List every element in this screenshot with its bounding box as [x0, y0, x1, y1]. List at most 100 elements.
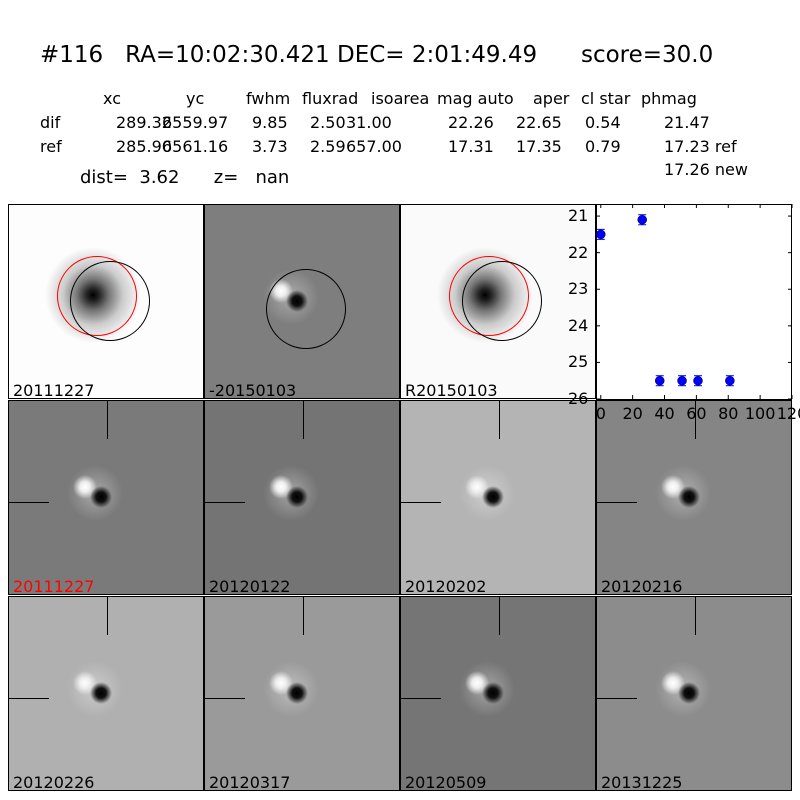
- stamp-date-label: 20120216: [601, 577, 683, 595]
- y-tick-label: 22: [568, 242, 589, 262]
- distance-line: dist= 3.62 z= nan: [80, 167, 290, 188]
- cell-yc: 6559.97: [162, 113, 229, 132]
- cell-mag-auto: 22.26: [448, 113, 494, 132]
- cell-aper: 17.35: [516, 137, 562, 156]
- x-tick-label: 80: [718, 404, 738, 423]
- crosshair-horizontal: [597, 502, 637, 503]
- data-point: [725, 375, 735, 386]
- stamp-panel: 20120509: [400, 596, 596, 791]
- y-tick-label: 24: [568, 315, 589, 335]
- col-header-cl-star: cl star: [581, 89, 631, 108]
- crosshair-horizontal: [205, 698, 245, 699]
- stamp-image: [401, 401, 595, 594]
- y-tick-label: 23: [568, 279, 589, 299]
- stamp-panel: 20120317: [204, 596, 400, 791]
- stamp-image: [205, 597, 399, 790]
- detection-aperture-circle: [462, 261, 542, 341]
- stamp-date-label: -20150103: [209, 381, 297, 399]
- stamp-date-label: 20120202: [405, 577, 487, 595]
- crosshair-horizontal: [401, 502, 441, 503]
- stamp-image: [597, 597, 791, 790]
- stamp-panel: 20120122: [204, 400, 400, 595]
- crosshair-horizontal: [597, 698, 637, 699]
- cell-aper: 22.65: [516, 113, 562, 132]
- cell-cl-star: 0.54: [585, 113, 621, 132]
- x-tick-label: 20: [622, 404, 642, 423]
- col-header-phmag: phmag: [641, 89, 697, 108]
- y-tick-label: 25: [568, 352, 589, 372]
- col-header-isoarea: isoarea: [371, 89, 430, 108]
- crosshair-vertical: [303, 597, 304, 635]
- stamp-panel: -20150103: [204, 204, 400, 399]
- stamp-image: [205, 401, 399, 594]
- stamp-date-label: R20150103: [405, 381, 498, 399]
- data-point: [693, 375, 703, 386]
- stamp-image: [597, 401, 791, 594]
- crosshair-vertical: [499, 401, 500, 439]
- plot-frame: [596, 204, 792, 400]
- stamp-panel: 20120202: [400, 400, 596, 595]
- col-header-mag-auto: mag auto: [437, 89, 514, 108]
- cell-mag-auto: 17.31: [448, 137, 494, 156]
- x-tick-label: 40: [654, 404, 674, 423]
- x-tick-label: 100: [745, 404, 776, 423]
- stamp-panel: 20111227: [8, 204, 204, 399]
- row-label: ref: [40, 137, 62, 156]
- cell-isoarea: 657.00: [346, 137, 402, 156]
- cell-fwhm: 9.85: [252, 113, 288, 132]
- cell-fwhm: 3.73: [252, 137, 288, 156]
- crosshair-vertical: [303, 401, 304, 439]
- data-point: [677, 375, 687, 386]
- stamp-panel: 20120216: [596, 400, 792, 595]
- stamp-date-label: 20120226: [13, 773, 95, 791]
- cell-yc: 6561.16: [162, 137, 229, 156]
- crosshair-vertical: [499, 597, 500, 635]
- crosshair-vertical: [695, 401, 696, 439]
- crosshair-vertical: [107, 401, 108, 439]
- stamp-date-label: 20131225: [601, 773, 683, 791]
- cell-xc: 289.32: [116, 113, 172, 132]
- stamp-image: [9, 597, 203, 790]
- x-tick-label: 0: [596, 404, 606, 423]
- data-point: [654, 375, 665, 386]
- stamp-date-label: 20111227: [13, 577, 95, 595]
- cell-fluxrad: 2.59: [310, 137, 346, 156]
- stamp-date-label: 20120122: [209, 577, 291, 595]
- y-tick-label: 26: [568, 389, 589, 408]
- crosshair-horizontal: [401, 698, 441, 699]
- row-label: dif: [40, 113, 61, 132]
- crosshair-horizontal: [9, 502, 49, 503]
- stamp-date-label: 20111227: [13, 381, 95, 399]
- col-header-yc: yc: [186, 89, 205, 108]
- detection-aperture-circle: [266, 269, 346, 349]
- y-tick-label: 21: [568, 206, 589, 226]
- stamp-panel: R20150103: [400, 204, 596, 399]
- data-point: [596, 229, 606, 240]
- phmag-new: 17.26 new: [664, 160, 748, 179]
- stamp-panel: 20111227: [8, 400, 204, 595]
- cell-xc: 285.90: [116, 137, 172, 156]
- data-point: [637, 214, 647, 225]
- stamp-image: [401, 597, 595, 790]
- crosshair-horizontal: [9, 698, 49, 699]
- cell-cl-star: 0.79: [585, 137, 621, 156]
- crosshair-horizontal: [205, 502, 245, 503]
- cell-isoarea: 31.00: [346, 113, 392, 132]
- page-title: #116 RA=10:02:30.421 DEC= 2:01:49.49 sco…: [40, 42, 714, 68]
- cell-fluxrad: 2.50: [310, 113, 346, 132]
- col-header-fwhm: fwhm: [246, 89, 291, 108]
- cell-phmag: 21.47: [664, 113, 710, 132]
- stamp-panel: 20131225: [596, 596, 792, 791]
- x-tick-label: 120: [777, 404, 800, 423]
- stamp-panel: 20120226: [8, 596, 204, 791]
- lightcurve-plot: 0 20 40 60 80 100120: [596, 204, 800, 423]
- col-header-fluxrad: fluxrad: [302, 89, 359, 108]
- crosshair-vertical: [107, 597, 108, 635]
- stamp-date-label: 20120509: [405, 773, 487, 791]
- x-tick-label: 60: [686, 404, 706, 423]
- stamp-date-label: 20120317: [209, 773, 291, 791]
- col-header-xc: xc: [103, 89, 121, 108]
- crosshair-vertical: [695, 597, 696, 635]
- col-header-aper: aper: [533, 89, 570, 108]
